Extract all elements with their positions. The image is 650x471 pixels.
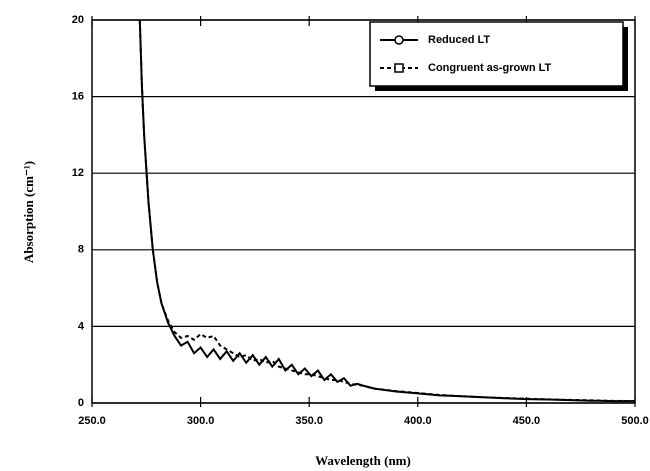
data-line	[138, 19, 636, 403]
y-tick-label: 20	[72, 14, 84, 26]
y-axis-label: Absorption (cm⁻¹)	[21, 161, 36, 263]
y-tick-label: 0	[78, 397, 84, 409]
y-tick-label: 4	[78, 320, 85, 332]
x-tick-label: 250.0	[78, 415, 106, 427]
y-tick-label: 12	[72, 167, 84, 179]
x-tick-label: 300.0	[187, 415, 215, 427]
legend-marker	[394, 63, 404, 73]
x-tick-label: 450.0	[513, 415, 541, 427]
y-tick-label: 16	[72, 91, 84, 103]
y-tick-label: 8	[78, 244, 84, 256]
legend-label: Reduced LT	[428, 34, 490, 46]
x-tick-label: 400.0	[404, 415, 432, 427]
legend	[369, 21, 624, 87]
legend-marker	[394, 35, 404, 45]
x-tick-label: 350.0	[295, 415, 323, 427]
x-axis-label: Wavelength (nm)	[315, 453, 411, 468]
x-tick-label: 500.0	[621, 415, 649, 427]
legend-label: Congruent as-grown LT	[428, 62, 552, 74]
